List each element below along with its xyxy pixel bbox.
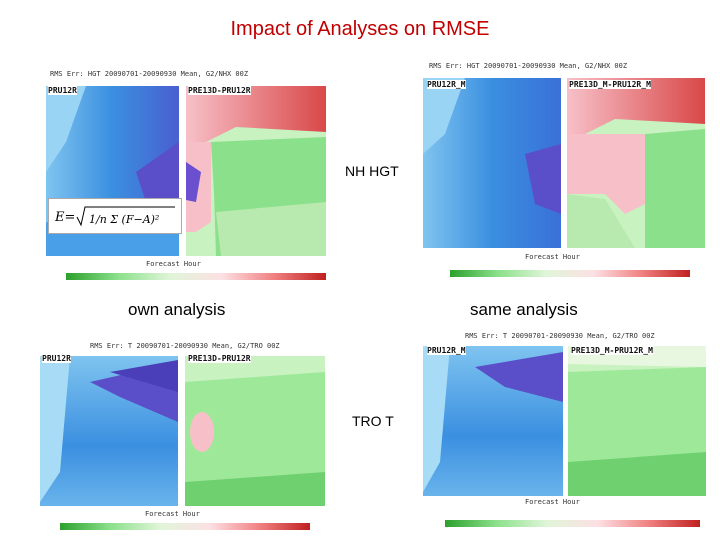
- subplot-left-label: PRU12R: [48, 86, 77, 95]
- x-axis-label: Forecast Hour: [145, 510, 200, 518]
- x-axis-label: Forecast Hour: [525, 253, 580, 261]
- panel-nh-hgt-same: RMS Err: HGT 20090701-20090930 Mean, G2/…: [405, 60, 710, 290]
- nh-hgt-label: NH HGT: [343, 163, 401, 179]
- subplot-right-label: PRE13D_M-PRU12R_M: [569, 80, 651, 89]
- subplot-left-label: PRU12R: [42, 354, 71, 363]
- same-analysis-label: same analysis: [470, 300, 578, 319]
- subplot-left-label: PRU12R_M: [427, 346, 466, 355]
- panel-header: RMS Err: T 20090701-20090930 Mean, G2/TR…: [465, 332, 655, 340]
- colorbar: [60, 523, 310, 530]
- rmse-formula-image: E= 1/n Σ (F−A)²: [48, 198, 182, 234]
- subplot-left-label: PRU12R_M: [427, 80, 466, 89]
- x-axis-label: Forecast Hour: [525, 498, 580, 506]
- contour-plot-pair: [40, 356, 325, 506]
- panel-header: RMS Err: HGT 20090701-20090930 Mean, G2/…: [429, 62, 628, 70]
- colorbar: [66, 273, 326, 280]
- panel-nh-hgt-own: RMS Err: HGT 20090701-20090930 Mean, G2/…: [36, 70, 331, 290]
- panel-header: RMS Err: HGT 20090701-20090930 Mean, G2/…: [50, 70, 249, 78]
- panel-tro-t-own: RMS Err: T 20090701-20090930 Mean, G2/TR…: [30, 330, 330, 540]
- panel-tro-t-same: RMS Err: T 20090701-20090930 Mean, G2/TR…: [405, 330, 710, 540]
- own-analysis-label: own analysis: [128, 300, 226, 319]
- x-axis-label: Forecast Hour: [146, 260, 201, 268]
- subplot-right-label: PRE13D-PRU12R: [188, 354, 251, 363]
- tro-t-label: TRO T: [350, 413, 396, 429]
- svg-text:E=: E=: [54, 210, 75, 225]
- colorbar: [450, 270, 690, 277]
- contour-plot-pair: [46, 86, 326, 256]
- contour-plot-pair: [423, 78, 705, 248]
- page-title: Impact of Analyses on RMSE: [230, 18, 490, 40]
- subplot-right-label: PRE13D_M-PRU12R_M: [571, 346, 653, 355]
- contour-plot-pair: [423, 346, 706, 496]
- svg-text:1/n Σ (F−A)²: 1/n Σ (F−A)²: [89, 213, 159, 226]
- colorbar: [445, 520, 700, 527]
- panel-header: RMS Err: T 20090701-20090930 Mean, G2/TR…: [90, 342, 280, 350]
- subplot-right-label: PRE13D-PRU12R: [188, 86, 251, 95]
